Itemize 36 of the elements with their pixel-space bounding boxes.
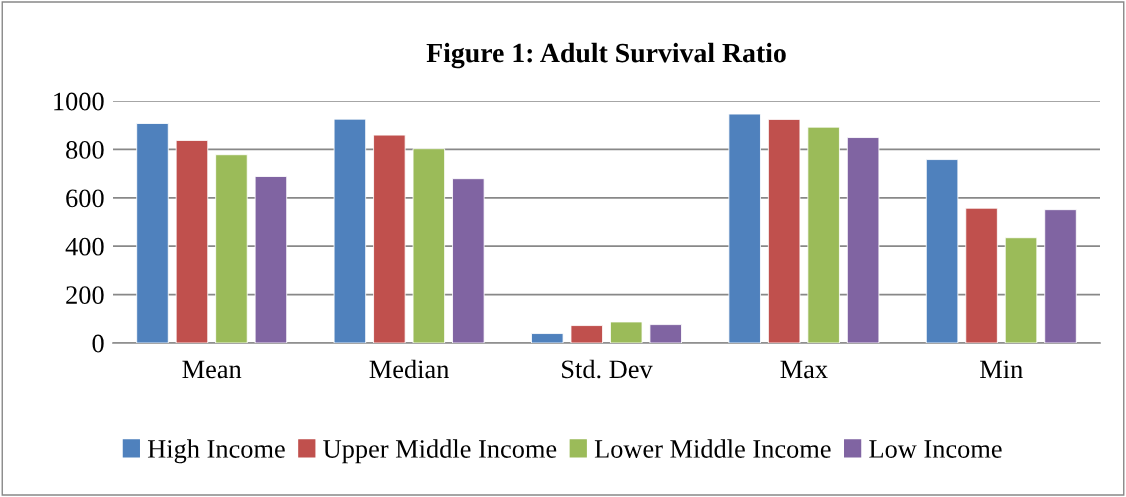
- bar: [649, 324, 682, 343]
- bar: [531, 333, 564, 343]
- x-tick-label: Std. Dev: [562, 359, 653, 379]
- bar: [1044, 209, 1077, 343]
- x-tick-label: Min: [980, 360, 1023, 378]
- bar: [254, 176, 288, 343]
- bar: [136, 123, 169, 343]
- bar: [965, 207, 998, 343]
- y-tick-label: 400: [65, 237, 104, 256]
- x-tick-label: Median: [369, 359, 449, 379]
- bar: [175, 140, 209, 343]
- bar: [767, 118, 801, 343]
- bar: [807, 126, 840, 343]
- bar: [610, 321, 643, 343]
- legend-label: Low Income: [869, 440, 1002, 458]
- y-tick-label: 200: [66, 286, 104, 305]
- bar: [846, 137, 880, 343]
- bar: [570, 325, 603, 343]
- legend-label: High Income: [147, 439, 285, 464]
- chart-title: Figure 1: Adult Survival Ratio: [426, 42, 786, 69]
- legend-label: Lower Middle Income: [594, 439, 831, 458]
- bar: [412, 148, 446, 343]
- bar: [925, 159, 959, 343]
- x-tick-label: Mean: [182, 360, 242, 379]
- bar: [1004, 237, 1038, 343]
- y-tick-label: 800: [66, 141, 104, 159]
- bar: [215, 154, 248, 343]
- y-tick-label: 1000: [54, 92, 104, 111]
- x-tick-label: Max: [780, 360, 828, 379]
- bar: [452, 178, 485, 343]
- bar: [728, 113, 761, 343]
- bar: [333, 118, 367, 343]
- y-tick-label: 0: [92, 334, 104, 353]
- y-tick-label: 600: [66, 189, 104, 208]
- legend-label: Upper Middle Income: [323, 439, 557, 464]
- bar: [373, 134, 406, 343]
